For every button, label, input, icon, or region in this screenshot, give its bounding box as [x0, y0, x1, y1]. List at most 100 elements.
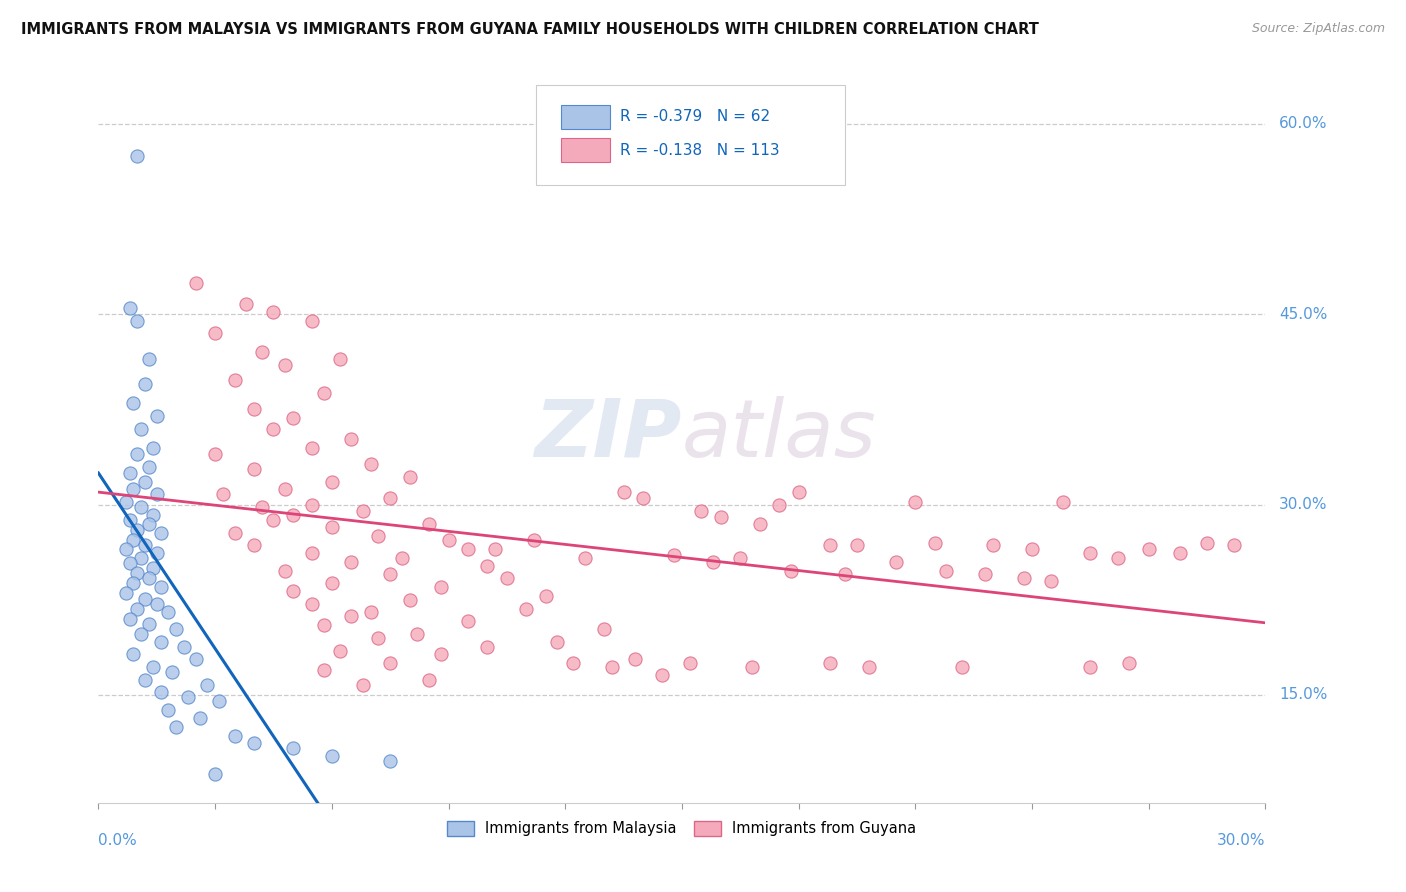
Point [224, 729, 246, 743]
Point [208, 694, 231, 708]
Point [974, 567, 997, 582]
Point [262, 513, 284, 527]
Point [340, 555, 363, 569]
Text: 30.0%: 30.0% [1218, 833, 1265, 848]
Point [157, 606, 180, 620]
Text: 15.0%: 15.0% [1279, 688, 1327, 703]
Text: ZIP: ZIP [534, 396, 682, 474]
Legend: Immigrants from Malaysia, Immigrants from Guyana: Immigrants from Malaysia, Immigrants fro… [440, 814, 924, 843]
Point [1080, 660, 1102, 674]
Point [352, 504, 374, 518]
Point [321, 576, 343, 591]
Point [122, 648, 145, 662]
Point [146, 487, 169, 501]
Text: R = -0.138   N = 113: R = -0.138 N = 113 [620, 143, 780, 158]
Point [118, 301, 141, 315]
Point [188, 711, 211, 725]
Point [118, 556, 141, 570]
Point [281, 741, 304, 756]
Point [748, 516, 770, 531]
Point [429, 580, 451, 594]
Point [243, 538, 266, 552]
Text: atlas: atlas [682, 396, 877, 474]
Point [624, 652, 647, 666]
Point [250, 345, 273, 359]
Text: 0.0%: 0.0% [98, 833, 138, 848]
Point [1137, 542, 1160, 557]
Point [360, 457, 382, 471]
Point [195, 678, 218, 692]
Point [114, 586, 136, 600]
Point [1107, 550, 1129, 565]
Point [301, 313, 323, 327]
Point [127, 523, 149, 537]
Point [134, 377, 156, 392]
Point [321, 475, 343, 489]
Point [340, 609, 363, 624]
Point [477, 640, 499, 654]
FancyBboxPatch shape [561, 105, 610, 128]
Point [321, 520, 343, 534]
Point [301, 441, 323, 455]
Text: Source: ZipAtlas.com: Source: ZipAtlas.com [1251, 22, 1385, 36]
Point [398, 592, 420, 607]
Point [846, 538, 869, 552]
Point [1223, 538, 1246, 552]
FancyBboxPatch shape [561, 138, 610, 161]
Point [730, 550, 752, 565]
Point [662, 549, 685, 563]
Point [380, 657, 402, 671]
Point [127, 313, 149, 327]
Point [138, 516, 160, 531]
Point [1052, 495, 1074, 509]
Point [149, 634, 172, 648]
Point [329, 643, 352, 657]
Point [484, 542, 506, 557]
Point [165, 720, 187, 734]
Point [367, 631, 389, 645]
Point [118, 612, 141, 626]
Point [138, 616, 160, 631]
Point [274, 483, 297, 497]
Point [741, 660, 763, 674]
Text: 30.0%: 30.0% [1279, 497, 1327, 512]
Point [146, 546, 169, 560]
Point [651, 667, 673, 681]
Point [177, 690, 200, 705]
Point [224, 373, 246, 387]
Point [312, 386, 335, 401]
Point [274, 564, 297, 578]
Point [224, 525, 246, 540]
Point [134, 538, 156, 552]
Point [710, 510, 733, 524]
Point [496, 571, 519, 585]
Point [406, 627, 429, 641]
Point [122, 396, 145, 410]
Point [1012, 571, 1035, 585]
Point [127, 149, 149, 163]
Point [127, 566, 149, 581]
Point [600, 660, 623, 674]
Point [262, 421, 284, 435]
Point [546, 634, 568, 648]
Point [631, 491, 654, 506]
Point [129, 500, 152, 515]
Point [935, 564, 957, 578]
Point [329, 351, 352, 366]
Point [149, 580, 172, 594]
Point [367, 529, 389, 543]
Point [301, 546, 323, 560]
Point [127, 601, 149, 615]
Point [204, 447, 226, 461]
Point [380, 491, 402, 506]
Point [157, 703, 180, 717]
Point [118, 513, 141, 527]
Point [884, 555, 907, 569]
Point [138, 459, 160, 474]
Point [138, 571, 160, 585]
Point [818, 657, 841, 671]
Point [122, 576, 145, 591]
Point [1040, 574, 1063, 588]
FancyBboxPatch shape [536, 86, 845, 185]
Point [523, 533, 546, 548]
